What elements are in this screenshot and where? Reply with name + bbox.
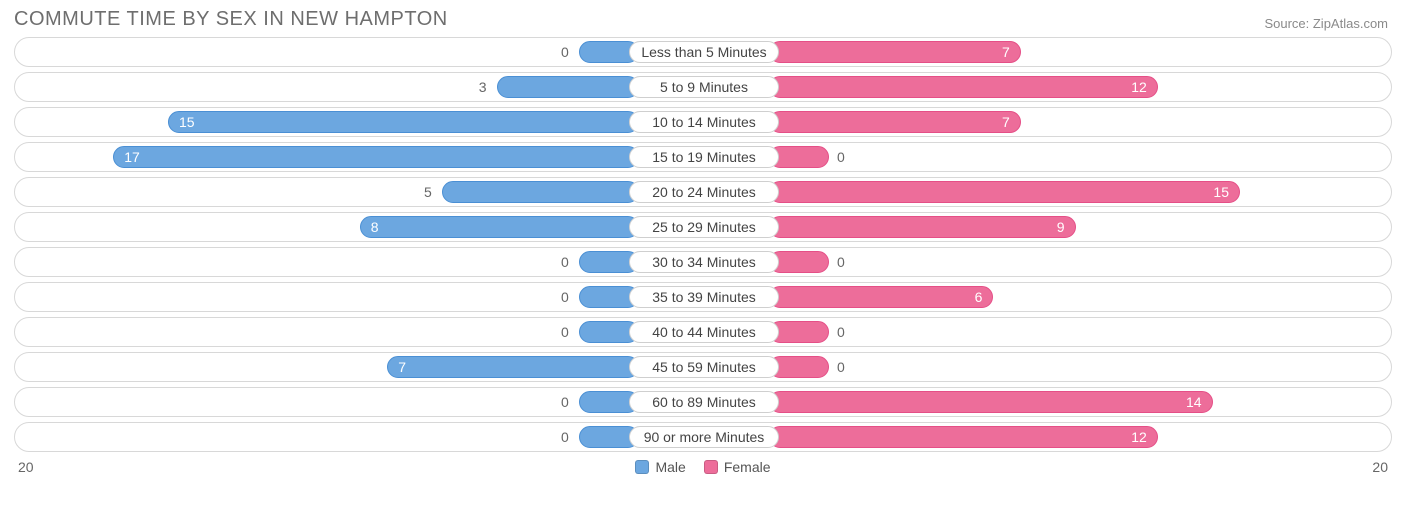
value-female: 7 xyxy=(992,44,1020,60)
value-female: 7 xyxy=(992,114,1020,130)
chart-title: COMMUTE TIME BY SEX IN NEW HAMPTON xyxy=(14,8,448,31)
legend: Male Female xyxy=(635,459,770,475)
chart-row: 20 to 24 Minutes 5 15 xyxy=(14,177,1392,207)
value-female: 12 xyxy=(1121,429,1157,445)
chart-row: 60 to 89 Minutes 0 14 xyxy=(14,387,1392,417)
value-male: 0 xyxy=(561,324,569,340)
chart-source: Source: ZipAtlas.com xyxy=(1264,16,1388,31)
value-female: 6 xyxy=(965,289,993,305)
chart-header: COMMUTE TIME BY SEX IN NEW HAMPTON Sourc… xyxy=(0,0,1406,37)
value-female: 15 xyxy=(1203,184,1239,200)
chart-row: 40 to 44 Minutes 0 0 xyxy=(14,317,1392,347)
chart-row: 10 to 14 Minutes 15 7 xyxy=(14,107,1392,137)
bar-male: 17 xyxy=(113,146,639,168)
bar-male: 8 xyxy=(360,216,639,238)
category-label: 20 to 24 Minutes xyxy=(629,181,779,203)
category-label: 90 or more Minutes xyxy=(629,426,779,448)
category-label: 10 to 14 Minutes xyxy=(629,111,779,133)
value-male: 3 xyxy=(479,79,487,95)
category-label: 40 to 44 Minutes xyxy=(629,321,779,343)
chart-row: 15 to 19 Minutes 17 0 xyxy=(14,142,1392,172)
category-label: 45 to 59 Minutes xyxy=(629,356,779,378)
bar-male: 7 xyxy=(387,356,639,378)
chart-row: 5 to 9 Minutes 3 12 xyxy=(14,72,1392,102)
bar-male: 15 xyxy=(168,111,639,133)
bar-male xyxy=(497,76,639,98)
value-male: 0 xyxy=(561,289,569,305)
axis-right-max: 20 xyxy=(1372,459,1388,475)
value-female: 12 xyxy=(1121,79,1157,95)
legend-item-male: Male xyxy=(635,459,685,475)
value-female: 0 xyxy=(837,254,845,270)
legend-item-female: Female xyxy=(704,459,771,475)
value-female: 0 xyxy=(837,324,845,340)
value-female: 9 xyxy=(1047,219,1075,235)
legend-label-male: Male xyxy=(655,459,685,475)
chart-row: Less than 5 Minutes 0 7 xyxy=(14,37,1392,67)
bar-female: 6 xyxy=(769,286,993,308)
bar-female: 14 xyxy=(769,391,1213,413)
bar-female: 12 xyxy=(769,426,1158,448)
category-label: 30 to 34 Minutes xyxy=(629,251,779,273)
category-label: 25 to 29 Minutes xyxy=(629,216,779,238)
bar-female: 7 xyxy=(769,111,1021,133)
bar-female: 15 xyxy=(769,181,1240,203)
bar-female: 9 xyxy=(769,216,1076,238)
value-male: 0 xyxy=(561,429,569,445)
category-label: Less than 5 Minutes xyxy=(629,41,779,63)
legend-swatch-male xyxy=(635,460,649,474)
value-male: 0 xyxy=(561,394,569,410)
chart-row: 30 to 34 Minutes 0 0 xyxy=(14,247,1392,277)
value-male: 15 xyxy=(169,114,205,130)
category-label: 15 to 19 Minutes xyxy=(629,146,779,168)
value-male: 5 xyxy=(424,184,432,200)
value-male: 8 xyxy=(361,219,389,235)
axis-left-max: 20 xyxy=(18,459,34,475)
chart-row: 25 to 29 Minutes 8 9 xyxy=(14,212,1392,242)
category-label: 5 to 9 Minutes xyxy=(629,76,779,98)
bar-male xyxy=(442,181,639,203)
value-male: 17 xyxy=(114,149,150,165)
value-male: 7 xyxy=(388,359,416,375)
bar-female: 12 xyxy=(769,76,1158,98)
bar-female: 7 xyxy=(769,41,1021,63)
value-female: 0 xyxy=(837,149,845,165)
chart-body: Less than 5 Minutes 0 7 5 to 9 Minutes 3 12 10… xyxy=(0,37,1406,452)
value-female: 0 xyxy=(837,359,845,375)
legend-label-female: Female xyxy=(724,459,771,475)
chart-row: 45 to 59 Minutes 7 0 xyxy=(14,352,1392,382)
value-female: 14 xyxy=(1176,394,1212,410)
chart-row: 90 or more Minutes 0 12 xyxy=(14,422,1392,452)
value-male: 0 xyxy=(561,44,569,60)
category-label: 60 to 89 Minutes xyxy=(629,391,779,413)
legend-swatch-female xyxy=(704,460,718,474)
value-male: 0 xyxy=(561,254,569,270)
category-label: 35 to 39 Minutes xyxy=(629,286,779,308)
chart-footer: 20 Male Female 20 xyxy=(0,457,1406,475)
chart-row: 35 to 39 Minutes 0 6 xyxy=(14,282,1392,312)
